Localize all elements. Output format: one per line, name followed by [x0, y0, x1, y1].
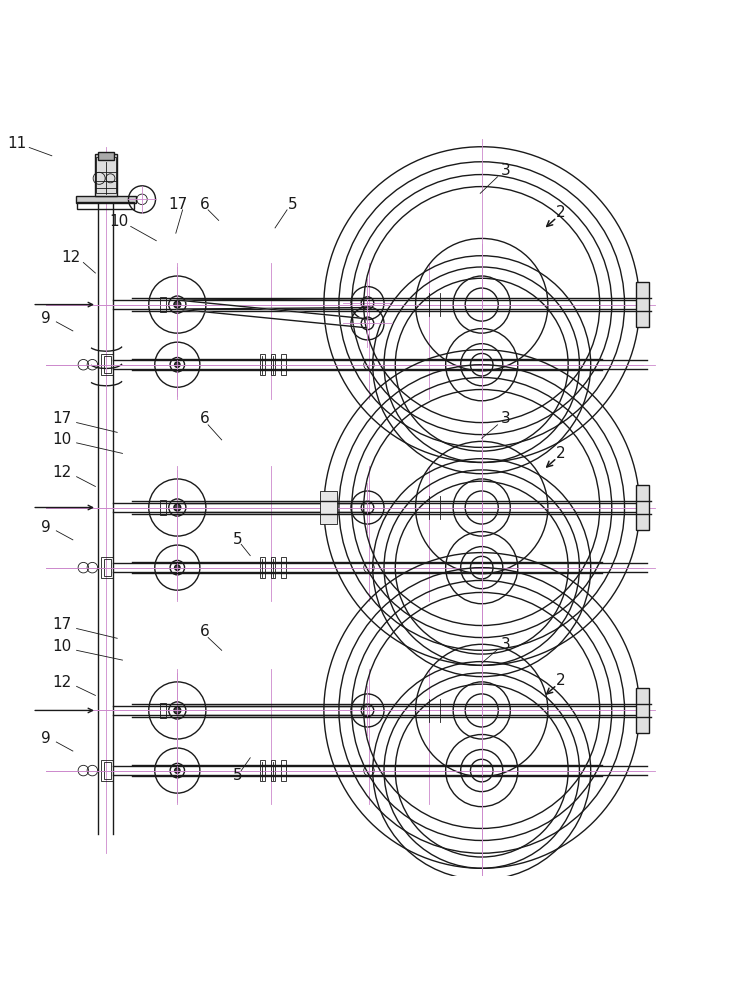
Bar: [270, 760, 275, 781]
Bar: [636, 282, 649, 327]
Bar: [260, 557, 264, 578]
Text: 5: 5: [233, 768, 242, 783]
Bar: [160, 297, 166, 312]
Text: 5: 5: [233, 532, 242, 547]
Bar: [270, 557, 275, 578]
Bar: [160, 500, 166, 515]
Circle shape: [174, 301, 181, 308]
Bar: [104, 559, 111, 576]
Text: 2: 2: [556, 673, 566, 688]
Text: 11: 11: [8, 136, 27, 151]
Bar: [320, 491, 337, 524]
Bar: [281, 557, 285, 578]
Bar: [281, 354, 285, 375]
Bar: [76, 196, 136, 203]
Bar: [102, 760, 114, 781]
Text: 2: 2: [556, 446, 566, 461]
Text: 12: 12: [53, 675, 72, 690]
Bar: [104, 762, 111, 779]
Text: 17: 17: [169, 197, 187, 212]
Bar: [260, 354, 264, 375]
Text: 10: 10: [109, 214, 128, 229]
Circle shape: [174, 504, 181, 511]
Bar: [270, 354, 275, 375]
Circle shape: [175, 362, 180, 367]
Text: 3: 3: [501, 163, 511, 178]
Text: 9: 9: [41, 311, 50, 326]
Text: 6: 6: [200, 197, 210, 212]
Bar: [636, 485, 649, 530]
Text: 6: 6: [200, 411, 210, 426]
Text: 10: 10: [53, 639, 72, 654]
Bar: [281, 760, 285, 781]
Bar: [636, 688, 649, 733]
Text: 9: 9: [41, 520, 50, 535]
Text: 6: 6: [200, 624, 210, 639]
Text: 17: 17: [53, 617, 72, 632]
Text: 10: 10: [53, 432, 72, 447]
Text: 5: 5: [288, 197, 297, 212]
Text: 3: 3: [501, 637, 511, 652]
Circle shape: [174, 707, 181, 714]
Text: 17: 17: [53, 411, 72, 426]
Bar: [98, 152, 114, 160]
Bar: [96, 157, 116, 193]
Bar: [160, 703, 166, 718]
Bar: [104, 356, 111, 373]
Bar: [78, 202, 135, 209]
Circle shape: [175, 565, 180, 570]
Bar: [95, 154, 117, 196]
Bar: [260, 760, 264, 781]
Circle shape: [175, 768, 180, 773]
Text: 12: 12: [61, 250, 81, 265]
Text: 9: 9: [41, 731, 50, 746]
Text: 2: 2: [556, 205, 566, 220]
Text: 3: 3: [501, 411, 511, 426]
Bar: [102, 557, 114, 578]
Bar: [102, 354, 114, 375]
Text: 12: 12: [53, 465, 72, 480]
